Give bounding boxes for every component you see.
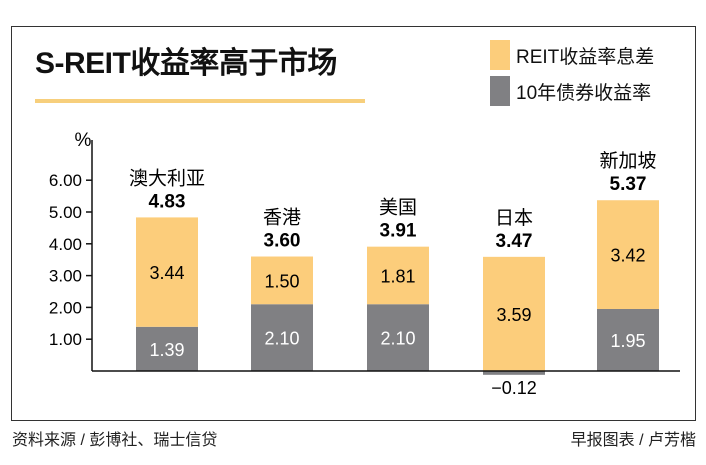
bar-label-bond: 1.39 [149,340,184,360]
bar-label-spread: 3.44 [149,263,184,283]
bar-label-spread: 3.42 [610,246,645,266]
bar-bond [136,326,198,371]
legend: REIT收益率息差 10年债券收益率 [490,40,654,112]
bar-spread [136,217,198,327]
category-label: 澳大利亚 [129,167,205,189]
y-tick-label: 2.00 [49,298,82,317]
credit-note: 早报图表 / 卢芳楷 [570,432,696,449]
bar-total-label: 5.37 [610,174,647,195]
bar-label-bond: 1.95 [610,331,645,351]
bar-bond [483,371,545,375]
bar-spread [251,256,313,305]
bar-label-bond: 2.10 [380,329,415,349]
bar-label-spread: 1.81 [380,266,415,286]
legend-swatch [490,76,510,106]
bar-spread [367,246,429,305]
chart-frame [11,26,696,421]
legend-item-bond: 10年债券收益率 [490,76,654,106]
category-label: 美国 [379,197,417,219]
legend-item-spread: REIT收益率息差 [490,40,654,70]
bar-spread [483,256,545,371]
bar-bond [597,308,659,371]
bar-total-label: 3.47 [496,231,533,252]
legend-label: 10年债券收益率 [516,82,652,104]
y-axis-label: % [75,130,92,151]
bar-total-label: 3.91 [380,221,417,242]
title-underline [35,99,365,103]
legend-label: REIT收益率息差 [516,46,655,68]
source-note: 资料来源 / 彭博社、瑞士信贷 [12,432,218,449]
y-tick-label: 1.00 [49,330,82,349]
bar-spread [597,200,659,309]
bar-label-spread: 1.50 [264,271,299,291]
bar-total-label: 3.60 [264,231,301,252]
bar-label-bond: 2.10 [264,329,299,349]
legend-swatch [490,40,510,70]
category-label: 新加坡 [599,150,656,172]
category-label: 日本 [495,207,533,229]
bar-bond [251,304,313,371]
chart-title: S-REIT收益率高于市场 [35,47,337,80]
bar-label-spread: 3.59 [496,305,531,325]
bar-total-label: 4.83 [149,191,186,212]
category-label: 香港 [263,207,301,229]
bar-bond [367,304,429,371]
y-tick-label: 6.00 [49,171,82,190]
y-tick-label: 5.00 [49,203,82,222]
y-tick-label: 4.00 [49,235,82,254]
bar-label-bond: −0.12 [491,378,537,398]
y-tick-label: 3.00 [49,267,82,286]
